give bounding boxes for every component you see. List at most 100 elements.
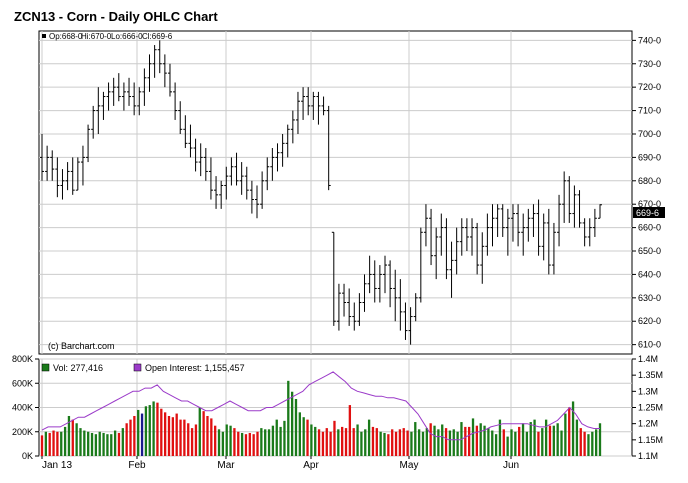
ohlc-bar: [352, 302, 357, 331]
volume-bar: [510, 429, 513, 456]
volume-bar: [252, 434, 255, 456]
volume-bar: [383, 432, 386, 456]
volume-bar: [71, 419, 74, 456]
volume-bar: [160, 408, 163, 456]
ohlc-bar: [526, 208, 531, 242]
ohlc-bar: [413, 293, 418, 322]
volume-bar: [117, 432, 121, 456]
volume-bar: [113, 430, 117, 456]
volume-bar: [387, 434, 390, 456]
ohlc-bar: [408, 307, 413, 345]
ohlc-bar: [449, 241, 454, 298]
ohlc-bar: [398, 279, 403, 331]
ohlc-bar: [444, 218, 449, 280]
open-interest-line: [41, 371, 600, 441]
volume-bar: [594, 429, 598, 456]
volume-bar: [294, 399, 298, 456]
volume-bar: [441, 424, 444, 456]
volume-bar: [206, 415, 209, 456]
volume-bar: [129, 419, 132, 456]
volume-bar: [148, 405, 151, 456]
watermark: (c) Barchart.com: [48, 341, 115, 351]
volume-tick-label: 0K: [22, 451, 33, 461]
ohlc-bar: [382, 255, 387, 294]
volume-bar: [183, 419, 186, 456]
price-axis: 740-0 730-0 720-0 710-0 700-0 690-0 680-0 670-0…: [632, 35, 661, 350]
price-tick-label: 690-0: [638, 152, 661, 162]
volume-bar: [356, 424, 359, 456]
x-tick-label: May: [400, 460, 419, 471]
ohlc-bar: [214, 176, 219, 209]
volume-bar: [571, 401, 575, 456]
ohlc-bar: [388, 260, 393, 308]
volume-bar: [352, 428, 355, 456]
volume-bar: [106, 434, 109, 456]
ohlc-bar: [285, 124, 290, 158]
volume-bar: [175, 413, 178, 456]
volume-bar: [537, 431, 540, 456]
volume-bar: [171, 417, 174, 456]
ohlc-bar: [510, 204, 515, 242]
volume-bar: [121, 428, 124, 456]
x-tick-label: Feb: [128, 460, 146, 471]
ohlc-bar: [50, 150, 55, 181]
price-grid: [39, 31, 632, 354]
price-tick-label: 610-0: [638, 340, 661, 350]
ohlc-bar: [86, 124, 91, 163]
volume-bar: [464, 426, 467, 456]
volume-bar: [448, 430, 452, 456]
price-tick-label: 620-0: [638, 316, 661, 326]
volume-bar: [533, 419, 536, 456]
volume-bar: [421, 431, 425, 456]
ohlc-bar: [183, 115, 188, 149]
ohlc-bar: [127, 77, 132, 106]
volume-bar: [264, 429, 267, 456]
volume-bar: [475, 425, 479, 456]
ohlc-bar: [255, 185, 260, 219]
volume-bar: [468, 426, 471, 456]
ohlc-bar: [137, 87, 142, 116]
volume-legend-swatch: [41, 363, 50, 372]
volume-bar: [79, 428, 82, 456]
open-interest-legend-label: Open Interest: 1,155,457: [145, 363, 245, 373]
ohlc-bar: [55, 157, 60, 198]
ohlc-bar: [70, 157, 75, 195]
ohlc-bar: [439, 213, 444, 256]
volume-bar: [256, 431, 259, 456]
volume-bar: [202, 411, 205, 456]
ohlc-bar: [219, 180, 224, 209]
price-tick-label: 720-0: [638, 82, 661, 92]
ohlc-bar: [106, 82, 111, 111]
volume-axis: 0K 200K 400K 600K 800K: [12, 354, 39, 461]
volume-bar: [483, 425, 486, 456]
ohlc-bar: [167, 63, 172, 97]
ohlc-bar: [551, 222, 556, 275]
volume-bar: [198, 407, 201, 456]
ohlc-bar: [326, 105, 331, 191]
volume-bar: [87, 431, 90, 456]
open-interest-tick-label: 1.3M: [638, 386, 658, 396]
ohlc-bar: [495, 204, 500, 237]
ohlc-bar: [80, 145, 85, 186]
volume-panel: 0K 200K 400K 600K 800K 1.1M 1.15M 1.2M 1.25M 1.3…: [12, 354, 663, 461]
volume-bar: [60, 431, 63, 456]
volume-bar: [341, 426, 344, 456]
ohlc-bar: [546, 208, 551, 275]
ohlc-bar: [403, 302, 408, 340]
ohlc-bar: [490, 204, 495, 247]
volume-bar: [502, 429, 505, 456]
volume-bar: [514, 431, 517, 456]
volume-bar: [456, 431, 459, 456]
volume-bar: [133, 415, 136, 456]
volume-bar: [425, 428, 428, 456]
ohlc-bar: [91, 105, 96, 139]
volume-bar: [314, 426, 317, 456]
volume-bar: [471, 418, 475, 456]
ohlc-bar: [96, 87, 101, 134]
volume-bar: [568, 407, 571, 456]
price-tick-label: 710-0: [638, 106, 661, 116]
x-tick-label: Jan 13: [42, 460, 72, 471]
ohlc-bar: [454, 227, 459, 275]
ohlc-bar: [470, 218, 475, 256]
ohlc-bar: [464, 218, 469, 252]
